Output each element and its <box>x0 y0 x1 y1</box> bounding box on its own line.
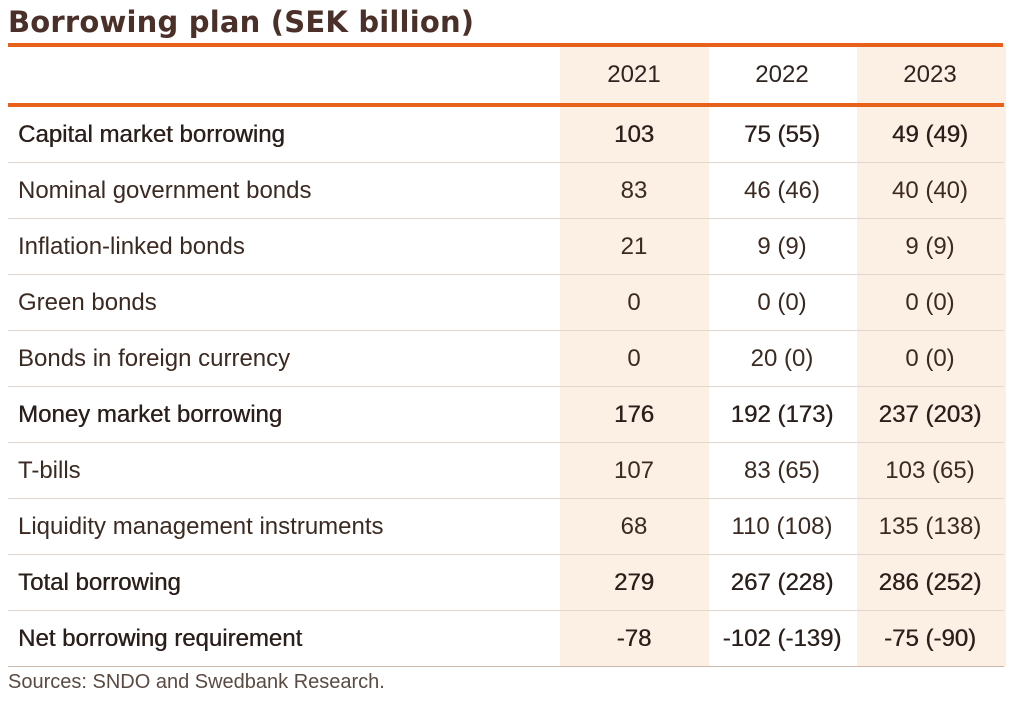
cell-2022: 192 (173) <box>708 386 856 443</box>
row-label: Bonds in foreign currency <box>8 330 560 387</box>
row-label: Capital market borrowing <box>8 105 560 163</box>
cell-2022: 110 (108) <box>708 498 856 555</box>
cell-2022: 46 (46) <box>708 162 856 219</box>
cell-2021: 107 <box>560 442 708 499</box>
cell-2021: 83 <box>560 162 708 219</box>
column-header-2022: 2022 <box>708 47 856 107</box>
table-row: Bonds in foreign currency 0 20 (0) 0 (0) <box>8 330 1004 387</box>
table-row: Total borrowing 279 267 (228) 286 (252) <box>8 554 1004 611</box>
row-label: Money market borrowing <box>8 386 560 443</box>
source-note: Sources: SNDO and Swedbank Research. <box>8 671 385 693</box>
table-row: Green bonds 0 0 (0) 0 (0) <box>8 274 1004 331</box>
row-label: Net borrowing requirement <box>8 610 560 667</box>
cell-2021: 176 <box>560 386 708 443</box>
cell-2022: 75 (55) <box>708 105 856 163</box>
column-header-label <box>8 47 560 107</box>
column-header-2021: 2021 <box>560 47 708 107</box>
row-label: Green bonds <box>8 274 560 331</box>
column-header-2023: 2023 <box>856 47 1004 107</box>
table-row: Money market borrowing 176 192 (173) 237 (2… <box>8 386 1004 443</box>
cell-2023: 135 (138) <box>856 498 1004 555</box>
cell-2021: -78 <box>560 610 708 667</box>
cell-2021: 0 <box>560 274 708 331</box>
cell-2021: 21 <box>560 218 708 275</box>
header-row: 2021 2022 2023 <box>8 47 1004 107</box>
cell-2023: -75 (-90) <box>856 610 1004 667</box>
cell-2023: 237 (203) <box>856 386 1004 443</box>
page-title: Borrowing plan (SEK billion) <box>8 5 475 39</box>
cell-2021: 0 <box>560 330 708 387</box>
row-label: Total borrowing <box>8 554 560 611</box>
row-label: Nominal government bonds <box>8 162 560 219</box>
cell-2021: 103 <box>560 105 708 163</box>
title-rule <box>8 43 1003 47</box>
cell-2021: 279 <box>560 554 708 611</box>
table-row: T-bills 107 83 (65) 103 (65) <box>8 442 1004 499</box>
cell-2022: 0 (0) <box>708 274 856 331</box>
cell-2023: 0 (0) <box>856 274 1004 331</box>
cell-2022: 20 (0) <box>708 330 856 387</box>
row-label: Liquidity management instruments <box>8 498 560 555</box>
cell-2022: 83 (65) <box>708 442 856 499</box>
table-body: Capital market borrowing 103 75 (55) 49 (49… <box>8 105 1004 667</box>
cell-2023: 40 (40) <box>856 162 1004 219</box>
table-row: Capital market borrowing 103 75 (55) 49 (49… <box>8 105 1004 163</box>
row-label: T-bills <box>8 442 560 499</box>
table-row: Nominal government bonds 83 46 (46) 40 (40) <box>8 162 1004 219</box>
cell-2023: 9 (9) <box>856 218 1004 275</box>
cell-2023: 286 (252) <box>856 554 1004 611</box>
table-row: Inflation-linked bonds 21 9 (9) 9 (9) <box>8 218 1004 275</box>
cell-2023: 103 (65) <box>856 442 1004 499</box>
cell-2022: 267 (228) <box>708 554 856 611</box>
cell-2021: 68 <box>560 498 708 555</box>
cell-2023: 49 (49) <box>856 105 1004 163</box>
cell-2023: 0 (0) <box>856 330 1004 387</box>
table-row: Net borrowing requirement -78 -102 (-139) -… <box>8 610 1004 667</box>
row-label: Inflation-linked bonds <box>8 218 560 275</box>
cell-2022: 9 (9) <box>708 218 856 275</box>
table-row: Liquidity management instruments 68 110 (1… <box>8 498 1004 555</box>
cell-2022: -102 (-139) <box>708 610 856 667</box>
borrowing-plan-table: 2021 2022 2023 Capital market borrowing 1… <box>8 47 1004 667</box>
